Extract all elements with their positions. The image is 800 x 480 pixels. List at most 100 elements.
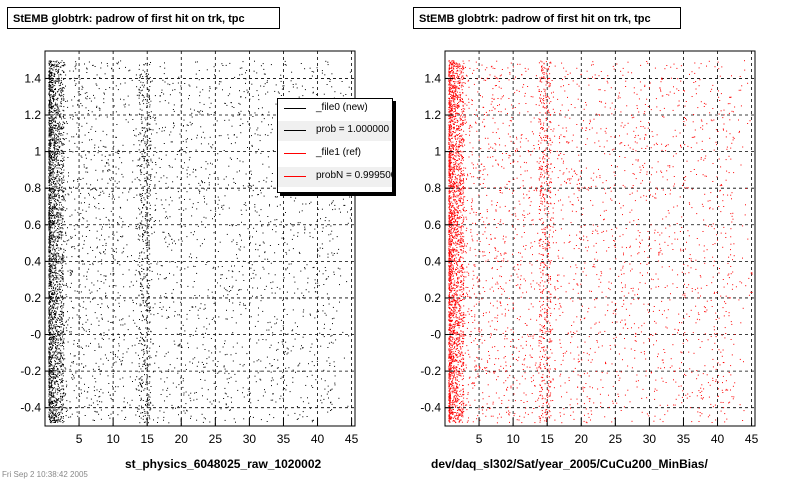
scatter-point (149, 285, 151, 287)
scatter-point (141, 130, 143, 131)
scatter-point (298, 96, 300, 98)
scatter-point (48, 308, 50, 310)
scatter-point (62, 90, 64, 92)
scatter-point (54, 195, 55, 197)
scatter-point (153, 419, 154, 421)
scatter-point (52, 272, 54, 273)
scatter-point (228, 165, 230, 167)
scatter-point (80, 155, 82, 157)
scatter-point (48, 195, 50, 197)
scatter-point (143, 316, 144, 318)
scatter-point (52, 87, 54, 89)
scatter-point (253, 269, 255, 271)
scatter-point (174, 158, 176, 160)
scatter-point (144, 143, 146, 145)
scatter-point (212, 360, 214, 362)
scatter-point (95, 217, 97, 219)
scatter-point (57, 399, 59, 401)
scatter-point (228, 270, 230, 272)
scatter-point (84, 415, 86, 416)
scatter-point (52, 98, 54, 100)
scatter-point (95, 381, 97, 383)
scatter-point (140, 133, 142, 135)
scatter-point (50, 100, 52, 102)
scatter-point (60, 227, 62, 229)
scatter-point (54, 140, 56, 142)
scatter-point (76, 146, 78, 148)
scatter-point (51, 67, 53, 69)
scatter-point (108, 236, 110, 238)
scatter-point (251, 185, 253, 187)
scatter-point (62, 163, 64, 165)
scatter-point (270, 365, 272, 367)
scatter-point (55, 93, 57, 95)
scatter-point (239, 249, 241, 251)
scatter-point (324, 220, 326, 222)
scatter-point (57, 297, 58, 299)
scatter-point (49, 130, 51, 132)
scatter-point (60, 354, 62, 356)
scatter-point (57, 352, 59, 354)
scatter-point (154, 303, 156, 305)
scatter-point (215, 348, 217, 350)
scatter-point (88, 404, 90, 406)
scatter-point (141, 279, 143, 281)
scatter-point (59, 269, 61, 271)
scatter-point (62, 314, 64, 316)
scatter-point (54, 333, 56, 334)
scatter-point (290, 223, 292, 225)
scatter-point (227, 406, 229, 408)
scatter-point (126, 244, 128, 246)
scatter-point (50, 353, 52, 355)
scatter-point (142, 400, 144, 401)
scatter-point (59, 247, 61, 249)
scatter-point (54, 215, 56, 217)
scatter-point (72, 378, 74, 380)
scatter-point (62, 352, 64, 354)
scatter-point (150, 160, 152, 162)
scatter-point (312, 92, 314, 94)
scatter-point (96, 107, 98, 108)
scatter-point (141, 193, 143, 194)
scatter-point (56, 402, 58, 404)
scatter-point (53, 81, 55, 83)
scatter-point (53, 95, 55, 97)
scatter-point (134, 322, 136, 324)
scatter-point (58, 167, 60, 169)
scatter-point (56, 376, 58, 378)
scatter-point (145, 418, 147, 420)
scatter-point (115, 186, 117, 188)
scatter-point (52, 340, 54, 342)
scatter-point (55, 302, 57, 304)
scatter-point (228, 291, 230, 293)
scatter-point (57, 149, 59, 151)
scatter-point (48, 248, 50, 250)
scatter-point (49, 348, 51, 350)
scatter-point (48, 373, 50, 375)
scatter-point (139, 274, 141, 276)
scatter-point (225, 318, 227, 320)
scatter-point (54, 310, 55, 312)
scatter-point (169, 134, 171, 136)
scatter-point (100, 370, 102, 372)
scatter-point (235, 352, 237, 354)
scatter-point (249, 98, 251, 100)
scatter-point (52, 170, 54, 172)
scatter-point (50, 260, 52, 262)
scatter-point (140, 382, 142, 384)
scatter-point (248, 401, 250, 402)
scatter-point (55, 405, 56, 407)
scatter-point (48, 263, 50, 265)
scatter-point (163, 416, 165, 418)
scatter-point (239, 90, 240, 92)
scatter-point (49, 269, 51, 271)
scatter-point (49, 227, 51, 229)
scatter-point (55, 158, 57, 160)
scatter-point (225, 176, 227, 178)
scatter-point (55, 141, 57, 143)
scatter-point (58, 70, 59, 72)
scatter-point (54, 374, 56, 376)
scatter-point (56, 244, 58, 246)
scatter-point (50, 236, 52, 238)
scatter-point (50, 312, 52, 314)
